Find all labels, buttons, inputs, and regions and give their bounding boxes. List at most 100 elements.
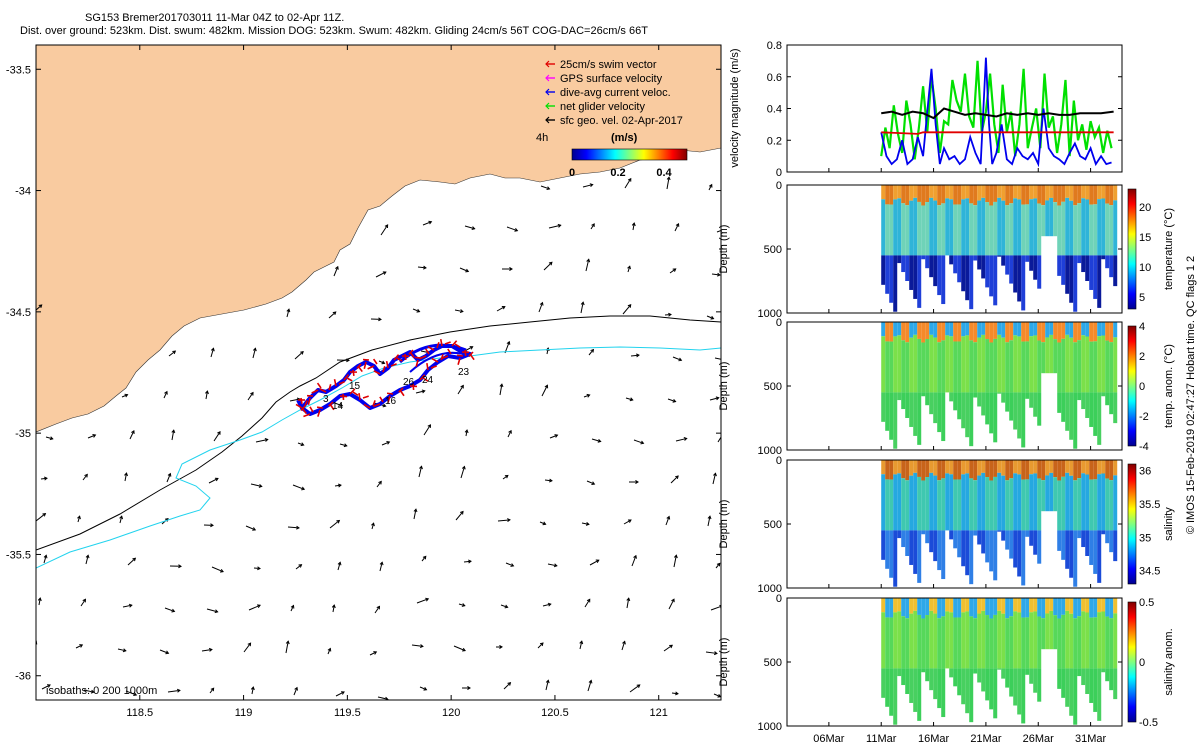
section-cell <box>989 185 994 206</box>
section-cell <box>889 530 894 578</box>
section-cell <box>1029 612 1034 669</box>
velocity-arrowhead <box>636 684 641 688</box>
section-cell <box>1037 530 1042 564</box>
isobath-200m-line <box>36 315 721 551</box>
swim-vector-mark <box>454 343 461 348</box>
section-cell <box>1077 460 1082 479</box>
velocity-arrowhead <box>499 644 503 649</box>
section-cell <box>1065 530 1070 569</box>
velocity-arrow <box>418 466 423 478</box>
section-cell <box>1085 322 1090 337</box>
section-cell <box>1057 668 1062 689</box>
section-cell <box>1085 199 1090 256</box>
velocity-arrowhead <box>627 519 632 523</box>
velocity-arrow <box>369 651 377 656</box>
section-cell <box>909 668 914 703</box>
velocity-arrowhead <box>585 521 590 526</box>
section-cell <box>1013 460 1018 474</box>
section-cell <box>1069 255 1074 303</box>
section-cell <box>913 322 918 335</box>
section-cell <box>981 530 986 554</box>
section-cell <box>1001 668 1006 679</box>
footer-note: © IMOS 15-Feb-2019 02:47:27 Hobart time.… <box>1185 256 1197 534</box>
velocity-arrowhead <box>506 340 511 345</box>
section-cell <box>909 530 914 565</box>
section-cell <box>941 668 946 718</box>
section-cell <box>1089 341 1094 393</box>
glider-track: 314 15 16 23 24 26 <box>295 338 475 418</box>
section-cell <box>925 202 930 256</box>
section-cell <box>1065 392 1070 431</box>
section-cell <box>985 202 990 256</box>
section-cell <box>1017 185 1022 200</box>
section-cell <box>1097 199 1102 256</box>
velocity-arrow <box>337 562 341 571</box>
section-cell <box>925 185 930 203</box>
section-cell <box>937 205 942 256</box>
velocity-arrowhead <box>427 424 431 428</box>
section-cell <box>1069 530 1074 578</box>
velocity-arrow <box>248 604 261 611</box>
colorbar-tick-label: 0.4 <box>656 167 672 179</box>
section-cell <box>1113 460 1118 476</box>
section-cell <box>1097 530 1102 583</box>
section-cell <box>1005 480 1010 531</box>
colorbar-tick-label: 20 <box>1139 202 1151 214</box>
section-cell <box>1069 475 1074 531</box>
section-cell <box>929 472 934 531</box>
section-colorbar <box>1127 601 1137 723</box>
section-cell <box>1109 460 1114 481</box>
section-cell <box>897 473 902 531</box>
swim-vector-mark <box>382 366 386 373</box>
section-cell <box>981 255 986 279</box>
section-cell <box>1093 460 1098 480</box>
section-cell <box>1037 616 1042 669</box>
section-cell <box>897 185 902 199</box>
section-cell <box>893 322 898 337</box>
swim-vector-mark <box>441 355 449 360</box>
velocity-arrowhead <box>423 686 428 691</box>
section-cell <box>897 611 902 669</box>
dac-arc <box>409 351 471 373</box>
date-tick-label: 31Mar <box>1075 733 1107 745</box>
colorbar-tick-label: 35.5 <box>1139 499 1160 511</box>
section-cell <box>1105 185 1110 204</box>
section-cell <box>949 185 954 200</box>
section-cell <box>1037 185 1042 204</box>
section-cell <box>1041 598 1046 619</box>
section-cell <box>901 340 906 393</box>
section-cell <box>961 392 966 429</box>
section-cell <box>953 185 958 205</box>
section-cell <box>997 392 1002 394</box>
section-cell <box>1001 530 1006 541</box>
velocity-panel: 0 0.2 0.4 0.6 0.8 velocity magnitude (m/s) <box>729 40 1123 179</box>
section-cell <box>1029 460 1034 475</box>
velocity-arrowhead <box>386 441 391 445</box>
section-cell <box>905 480 910 531</box>
section-cell <box>901 185 906 204</box>
velocity-arrowhead <box>459 309 464 314</box>
section-cell <box>909 185 914 201</box>
section-cell <box>1073 205 1078 256</box>
velocity-arrowhead <box>247 642 252 647</box>
velocity-arrowhead <box>507 682 512 686</box>
velocity-arrow <box>500 604 508 608</box>
velocity-arrow <box>458 603 465 607</box>
section-cell <box>913 334 918 393</box>
section-cell <box>1065 598 1070 611</box>
isobath-1000m-line <box>36 346 721 569</box>
section-cell <box>941 185 946 204</box>
section-cell <box>1025 617 1030 669</box>
section-cell <box>965 255 970 301</box>
section-cell <box>1009 460 1014 479</box>
section-cell <box>965 185 970 199</box>
velocity-arrow <box>82 474 88 481</box>
section-cell <box>905 392 910 418</box>
section-cell <box>949 322 954 337</box>
velocity-arrowhead <box>678 357 683 362</box>
section-cell <box>997 598 1002 611</box>
velocity-arrowhead <box>42 512 47 517</box>
swim-vector-mark <box>328 401 334 407</box>
section-cell <box>925 460 930 478</box>
velocity-arrowhead <box>133 692 138 696</box>
